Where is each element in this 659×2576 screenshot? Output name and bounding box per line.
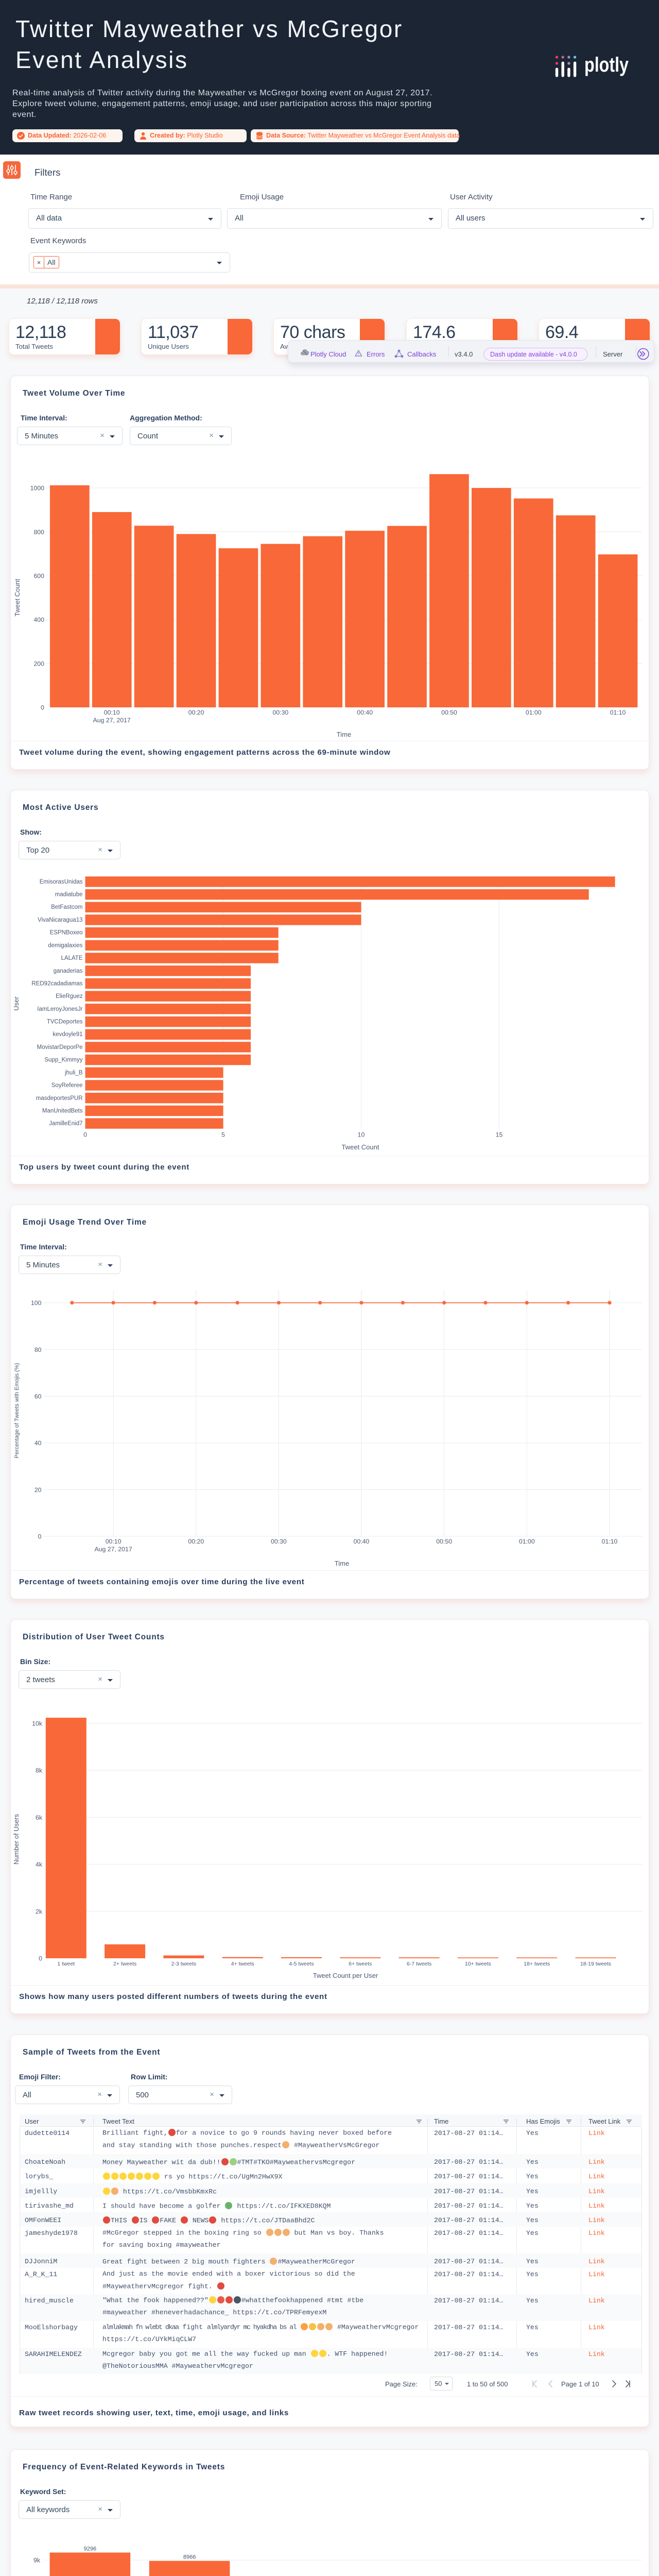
svg-text:15: 15 — [496, 1131, 503, 1139]
svg-text:kevdoyle91: kevdoyle91 — [53, 1031, 82, 1038]
svg-text:10k: 10k — [32, 1720, 43, 1727]
svg-text:JamilleEnid7: JamilleEnid7 — [49, 1121, 82, 1127]
svg-text:00:20: 00:20 — [188, 1538, 204, 1545]
svg-text:1000: 1000 — [30, 485, 45, 492]
svg-text:00:10: 00:10 — [106, 1538, 122, 1545]
svg-text:01:10: 01:10 — [610, 709, 626, 716]
svg-text:User: User — [12, 996, 20, 1011]
svg-text:BetFastcom: BetFastcom — [51, 904, 82, 910]
svg-text:TVCDeportes: TVCDeportes — [47, 1019, 83, 1025]
svg-text:4-5 tweets: 4-5 tweets — [289, 1961, 314, 1967]
svg-text:Aug 27, 2017: Aug 27, 2017 — [93, 717, 131, 724]
svg-text:10+ tweets: 10+ tweets — [465, 1961, 491, 1967]
svg-text:01:00: 01:00 — [519, 1538, 535, 1545]
svg-text:0: 0 — [83, 1131, 87, 1139]
svg-text:18-19 tweets: 18-19 tweets — [580, 1961, 611, 1967]
svg-text:200: 200 — [33, 660, 44, 667]
svg-text:1 tweet: 1 tweet — [57, 1961, 75, 1967]
svg-text:LALATE: LALATE — [61, 955, 83, 961]
svg-text:Dash update available - v4.0.0: Dash update available - v4.0.0 — [490, 351, 577, 358]
svg-text:2+ tweets: 2+ tweets — [113, 1961, 136, 1967]
svg-text:ElieRguez: ElieRguez — [56, 993, 83, 999]
svg-text:00:30: 00:30 — [273, 709, 289, 716]
svg-text:0: 0 — [41, 704, 44, 711]
svg-text:01:10: 01:10 — [602, 1538, 618, 1545]
svg-text:9k: 9k — [33, 2557, 41, 2564]
svg-text:Aug 27, 2017: Aug 27, 2017 — [95, 1546, 132, 1553]
svg-text:Tweet Count per User: Tweet Count per User — [313, 1972, 378, 1979]
svg-text:MovistarDeporPe: MovistarDeporPe — [37, 1044, 83, 1050]
svg-text:demigalaxies: demigalaxies — [48, 942, 82, 948]
svg-text:00:20: 00:20 — [188, 709, 204, 716]
svg-text:4k: 4k — [36, 1861, 43, 1868]
svg-text:8966: 8966 — [183, 2554, 196, 2561]
svg-text:9296: 9296 — [84, 2546, 96, 2552]
svg-text:VivaNicaragua13: VivaNicaragua13 — [38, 917, 82, 923]
svg-text:Server: Server — [603, 350, 623, 358]
svg-text:100: 100 — [31, 1299, 42, 1307]
svg-text:Supp_Kimmyy: Supp_Kimmyy — [44, 1057, 82, 1063]
svg-text:Errors: Errors — [367, 350, 385, 358]
svg-text:EmisorasUnidas: EmisorasUnidas — [40, 879, 83, 885]
svg-text:Percentage of Tweets with Emoj: Percentage of Tweets with Emojis (%) — [14, 1363, 20, 1458]
svg-text:Tweet Count: Tweet Count — [13, 579, 21, 616]
svg-text:2-3 tweets: 2-3 tweets — [171, 1961, 196, 1967]
svg-text:Tweet Count: Tweet Count — [342, 1143, 379, 1151]
svg-text:jhuli_B: jhuli_B — [64, 1070, 83, 1076]
svg-text:00:50: 00:50 — [441, 709, 457, 716]
svg-text:6-7 tweets: 6-7 tweets — [407, 1961, 431, 1967]
svg-text:60: 60 — [34, 1393, 42, 1400]
svg-text:80: 80 — [34, 1346, 42, 1353]
svg-text:6k: 6k — [36, 1814, 43, 1821]
svg-text:v3.4.0: v3.4.0 — [455, 350, 473, 358]
svg-text:Callbacks: Callbacks — [407, 350, 437, 358]
svg-text:800: 800 — [33, 529, 44, 536]
svg-text:400: 400 — [33, 616, 44, 623]
svg-text:00:40: 00:40 — [354, 1538, 370, 1545]
svg-text:18+ tweets: 18+ tweets — [524, 1961, 550, 1967]
svg-text:00:50: 00:50 — [436, 1538, 452, 1545]
svg-text:00:10: 00:10 — [104, 709, 120, 716]
svg-text:ManUnitedBets: ManUnitedBets — [42, 1108, 83, 1114]
svg-text:5: 5 — [221, 1131, 225, 1139]
svg-text:IamLeroyJonesJr: IamLeroyJonesJr — [37, 1006, 82, 1012]
svg-text:madiatube: madiatube — [55, 892, 83, 898]
svg-text:Time: Time — [335, 1560, 349, 1567]
svg-text:4+ tweets: 4+ tweets — [231, 1961, 254, 1967]
svg-text:Page 1 of 10: Page 1 of 10 — [561, 2380, 599, 2388]
svg-text:SoyReferee: SoyReferee — [51, 1082, 83, 1089]
svg-text:01:00: 01:00 — [526, 709, 542, 716]
svg-text:00:40: 00:40 — [357, 709, 373, 716]
svg-text:masdeportesPUR: masdeportesPUR — [36, 1095, 83, 1101]
svg-text:00:30: 00:30 — [271, 1538, 287, 1545]
svg-text:ganaderias: ganaderias — [54, 968, 83, 974]
svg-text:0: 0 — [38, 1533, 42, 1540]
svg-text:10: 10 — [358, 1131, 365, 1139]
svg-text:plotly: plotly — [584, 54, 629, 76]
svg-text:RED92cadadiamas: RED92cadadiamas — [31, 980, 82, 987]
svg-text:600: 600 — [33, 572, 44, 580]
svg-text:Time: Time — [337, 731, 351, 738]
svg-text:Plotly Cloud: Plotly Cloud — [310, 350, 346, 358]
svg-text:2k: 2k — [36, 1908, 43, 1915]
svg-text:ESPNBoxeo: ESPNBoxeo — [50, 930, 83, 936]
svg-text:8k: 8k — [36, 1767, 43, 1774]
svg-text:40: 40 — [34, 1439, 42, 1447]
svg-text:Number of Users: Number of Users — [12, 1814, 20, 1865]
svg-text:0: 0 — [39, 1955, 42, 1962]
svg-text:20: 20 — [34, 1486, 42, 1494]
svg-text:6+ tweets: 6+ tweets — [349, 1961, 372, 1967]
